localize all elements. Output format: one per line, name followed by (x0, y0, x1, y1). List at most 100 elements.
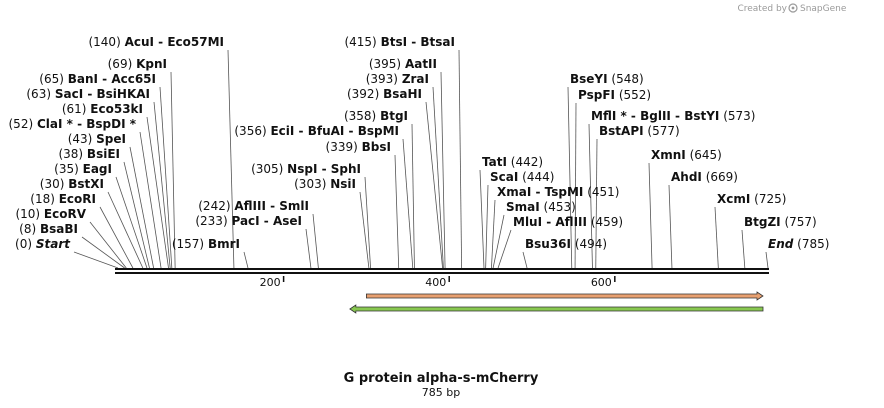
site-enzyme-name: AcuI - Eco57MI (125, 35, 224, 49)
site-leader-spei (129, 146, 154, 269)
site-enzyme-name: BstXI (68, 177, 104, 191)
site-enzyme-name: End (768, 237, 794, 251)
site-leader-ecii (402, 138, 414, 269)
site-position: (395) (369, 57, 401, 71)
site-label-smai: SmaI (453) (506, 200, 576, 214)
site-enzyme-name: AflIII - SmlI (234, 199, 309, 213)
site-label-mfli: MflI * - BglII - BstYI (573) (591, 109, 756, 123)
site-position: (303) (294, 177, 326, 191)
site-label-scai: ScaI (444) (490, 170, 554, 184)
site-position: (552) (619, 88, 651, 102)
site-position: (65) (39, 72, 64, 86)
site-leader-bsiei (123, 161, 150, 269)
site-label-eco53ki: (61) Eco53kI (62, 102, 143, 116)
site-enzyme-name: EcoRI (59, 192, 96, 206)
site-enzyme-name: SacI - BsiHKAI (55, 87, 150, 101)
site-enzyme-name: BanI - Acc65I (68, 72, 156, 86)
site-enzyme-name: BsiEI (87, 147, 120, 161)
site-labels: (0) Start(8) BsaBI(10) EcoRV(18) EcoRI(3… (9, 35, 830, 251)
site-label-zrai: (393) ZraI (366, 72, 429, 86)
site-label-tati: TatI (442) (482, 155, 543, 169)
forward-orf-arrow (366, 291, 764, 301)
site-label-clai: (52) ClaI * - BspDI * (9, 117, 137, 131)
site-enzyme-name: BsaBI (40, 222, 78, 236)
site-leader-nsii (359, 191, 370, 269)
site-position: (157) (172, 237, 204, 251)
site-label-ecorv: (10) EcoRV (15, 207, 86, 221)
site-label-xmni: XmnI (645) (651, 148, 722, 162)
site-position: (451) (587, 185, 619, 199)
site-label-end: End (785) (768, 237, 829, 251)
site-enzyme-name: BtgZI (744, 215, 781, 229)
site-enzyme-name: PacI - AseI (231, 214, 302, 228)
site-enzyme-name: BseYI (570, 72, 608, 86)
site-leader-eagi (115, 176, 148, 269)
site-label-bsabi: (8) BsaBI (19, 222, 78, 236)
site-position: (494) (575, 237, 607, 251)
site-label-paci: (233) PacI - AseI (195, 214, 302, 228)
site-position: (444) (522, 170, 554, 184)
site-label-bsiei: (38) BsiEI (58, 147, 120, 161)
site-leader-xcmi (714, 206, 719, 269)
site-position: (393) (366, 72, 398, 86)
site-position: (52) (9, 117, 34, 131)
site-label-nsii: (303) NsiI (294, 177, 356, 191)
site-position: (242) (198, 199, 230, 213)
site-position: (339) (326, 140, 358, 154)
site-enzyme-name: XmnI (651, 148, 686, 162)
site-label-bstxi: (30) BstXI (40, 177, 104, 191)
site-enzyme-name: AatII (405, 57, 437, 71)
site-leader-xmai (491, 199, 496, 269)
site-label-nspi: (305) NspI - SphI (251, 162, 361, 176)
site-leader-scai (485, 184, 489, 269)
site-enzyme-name: Bsu36I (525, 237, 571, 251)
site-label-bbsi: (339) BbsI (326, 140, 391, 154)
site-leader-btgi (411, 123, 415, 269)
reverse-orf-arrow (349, 304, 764, 314)
site-enzyme-name: BbsI (362, 140, 391, 154)
site-label-spei: (43) SpeI (68, 132, 126, 146)
site-label-start: (0) Start (15, 237, 71, 251)
site-enzyme-name: MflI * - BglII - BstYI (591, 109, 719, 123)
site-position: (453) (544, 200, 576, 214)
site-enzyme-name: ScaI (490, 170, 518, 184)
site-label-ahdi: AhdI (669) (671, 170, 738, 184)
site-position: (35) (54, 162, 79, 176)
site-label-xmai: XmaI - TspMI (451) (497, 185, 620, 199)
site-enzyme-name: XmaI - TspMI (497, 185, 583, 199)
site-position: (725) (754, 192, 786, 206)
site-position: (785) (797, 237, 829, 251)
site-leader-bani (159, 86, 173, 269)
tick-label-600: 600 (591, 276, 612, 289)
backbone-bottom-strand (115, 272, 769, 274)
site-position: (577) (647, 124, 679, 138)
site-position: (356) (234, 124, 266, 138)
backbone-top-strand (115, 268, 769, 270)
site-label-bani: (65) BanI - Acc65I (39, 72, 156, 86)
site-position: (38) (58, 147, 83, 161)
site-leader-mlui (497, 229, 512, 269)
map-title: G protein alpha-s-mCherry (344, 371, 539, 386)
site-position: (548) (611, 72, 643, 86)
site-label-bseyi: BseYI (548) (570, 72, 644, 86)
site-label-btgzi: BtgZI (757) (744, 215, 817, 229)
site-position: (645) (690, 148, 722, 162)
site-enzyme-name: MluI - AflIII (513, 215, 587, 229)
site-position: (233) (195, 214, 227, 228)
site-position: (0) (15, 237, 32, 251)
site-leader-smai (492, 214, 505, 269)
site-leader-nspi (364, 176, 371, 269)
site-leader-aatii (440, 71, 446, 269)
site-leader-btgzi (741, 229, 746, 269)
site-enzyme-name: TatI (482, 155, 507, 169)
site-leader-tati (479, 169, 485, 269)
site-enzyme-name: AhdI (671, 170, 702, 184)
site-enzyme-name: NsiI (330, 177, 356, 191)
site-position: (442) (511, 155, 543, 169)
sequence-backbone (115, 268, 769, 274)
snapgene-logo-icon (788, 3, 798, 13)
site-enzyme-name: BsaHI (383, 87, 422, 101)
site-leader-btsi (458, 49, 463, 269)
site-position: (18) (30, 192, 55, 206)
site-label-acui: (140) AcuI - Eco57MI (88, 35, 224, 49)
